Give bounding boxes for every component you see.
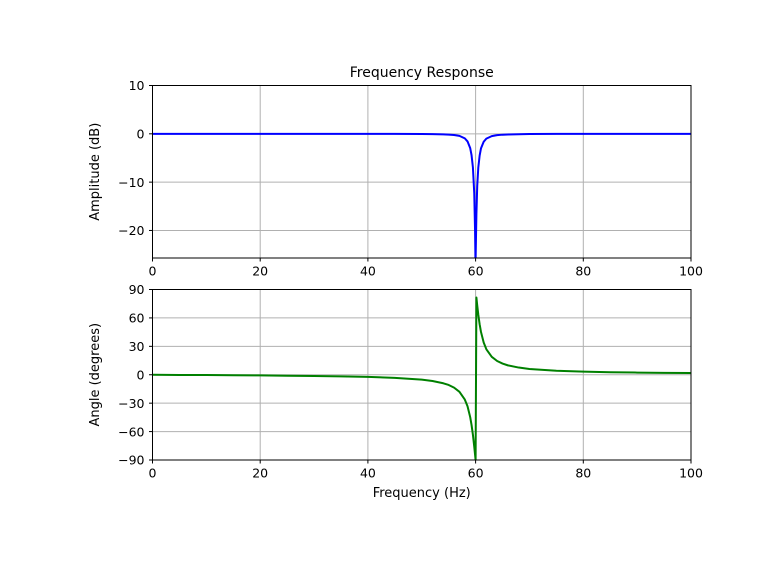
amplitude-y-axis-label: Amplitude (dB): [88, 123, 103, 221]
x-tick-label: 100: [679, 264, 703, 279]
y-tick-label: −90: [118, 453, 144, 468]
y-tick-label: −30: [118, 396, 144, 411]
x-tick-label: 0: [149, 264, 157, 279]
y-tick-label: −60: [118, 424, 144, 439]
angle-curve: [152, 296, 691, 460]
x-tick-label: 60: [468, 466, 484, 481]
y-tick-label: 90: [129, 282, 145, 297]
x-axis-label: Frequency (Hz): [373, 486, 471, 501]
y-tick-label: 30: [129, 339, 145, 354]
y-tick-label: −20: [118, 223, 144, 238]
chart-title: Frequency Response: [350, 65, 494, 81]
amplitude-curve: [152, 132, 691, 258]
x-tick-label: 40: [360, 264, 376, 279]
angle-y-axis-label: Angle (degrees): [88, 323, 103, 427]
y-tick-label: −10: [118, 175, 144, 190]
x-tick-label: 40: [360, 466, 376, 481]
x-tick-label: 80: [575, 466, 591, 481]
x-tick-label: 20: [252, 264, 268, 279]
y-tick-label: 60: [129, 311, 145, 326]
x-tick-label: 60: [468, 264, 484, 279]
x-tick-label: 100: [679, 466, 703, 481]
x-tick-label: 20: [252, 466, 268, 481]
subplot-angle: 0 20 40 60 80 100 90 60 30 0 −30 −60 −90: [118, 282, 703, 480]
x-tick-label: 0: [149, 466, 157, 481]
y-tick-label: 0: [137, 127, 145, 142]
x-tick-label: 80: [575, 264, 591, 279]
y-tick-label: 0: [137, 367, 145, 382]
y-tick-label: 10: [129, 78, 145, 93]
amplitude-axes-frame: [152, 85, 692, 259]
